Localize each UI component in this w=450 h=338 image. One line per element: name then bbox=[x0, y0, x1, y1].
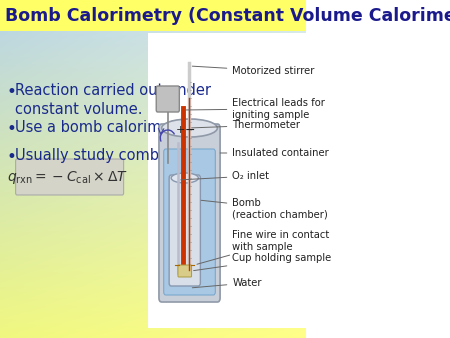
Text: Bomb
(reaction chamber): Bomb (reaction chamber) bbox=[201, 198, 328, 220]
FancyBboxPatch shape bbox=[169, 175, 200, 286]
Text: Insulated container: Insulated container bbox=[220, 148, 329, 158]
Text: Usually study combustion.: Usually study combustion. bbox=[15, 148, 209, 163]
Text: Use a bomb calorimeter.: Use a bomb calorimeter. bbox=[15, 120, 194, 135]
Text: O₂ inlet: O₂ inlet bbox=[181, 171, 269, 181]
Text: Motorized stirrer: Motorized stirrer bbox=[192, 66, 315, 76]
Ellipse shape bbox=[162, 119, 217, 137]
Bar bbox=[0, 0, 306, 31]
FancyBboxPatch shape bbox=[178, 265, 192, 277]
Text: •: • bbox=[7, 148, 17, 166]
Text: Water: Water bbox=[192, 278, 262, 288]
FancyBboxPatch shape bbox=[164, 149, 216, 295]
Text: •: • bbox=[7, 83, 17, 101]
Text: Cup holding sample: Cup holding sample bbox=[194, 253, 332, 271]
Text: Thermometer: Thermometer bbox=[192, 120, 300, 130]
Bar bbox=[148, 33, 306, 328]
FancyBboxPatch shape bbox=[156, 86, 180, 112]
FancyBboxPatch shape bbox=[159, 124, 220, 302]
Text: Bomb Calorimetry (Constant Volume Calorimetry): Bomb Calorimetry (Constant Volume Calori… bbox=[5, 7, 450, 25]
Text: $\mathit{q}_\mathrm{rxn} = -\mathit{C}_\mathrm{cal} \times \Delta\mathit{T}$: $\mathit{q}_\mathrm{rxn} = -\mathit{C}_\… bbox=[7, 169, 129, 186]
Text: +: + bbox=[176, 125, 184, 135]
Text: −: − bbox=[185, 123, 195, 137]
Ellipse shape bbox=[171, 173, 198, 183]
Text: Electrical leads for
igniting sample: Electrical leads for igniting sample bbox=[185, 98, 325, 120]
FancyBboxPatch shape bbox=[16, 159, 124, 195]
Text: Reaction carried out under
constant volume.: Reaction carried out under constant volu… bbox=[15, 83, 211, 117]
Text: Fine wire in contact
with sample: Fine wire in contact with sample bbox=[197, 230, 329, 264]
Text: •: • bbox=[7, 120, 17, 138]
